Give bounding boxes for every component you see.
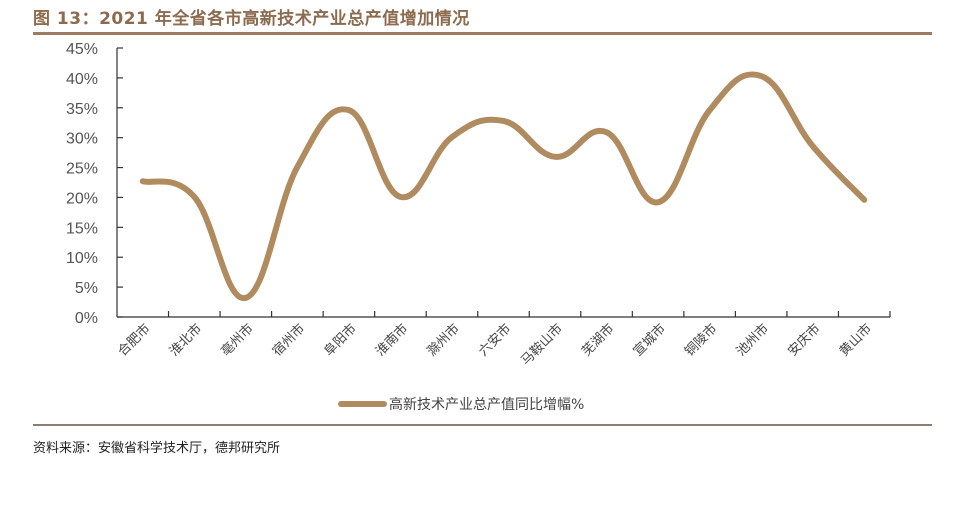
y-tick-label: 35% [66,101,98,118]
y-tick-label: 20% [66,190,98,207]
x-category-label: 阜阳市 [321,321,360,360]
legend: 高新技术产业总产值同比增幅% [338,396,584,413]
x-category-label: 宿州市 [269,321,308,360]
y-tick-label: 10% [66,250,98,267]
x-category-label: 池州市 [733,321,772,360]
y-tick-label: 45% [66,41,98,58]
x-category-label: 滁州市 [424,321,463,360]
y-tick-label: 40% [66,71,98,88]
x-category-label: 铜陵市 [682,321,721,360]
legend-label: 高新技术产业总产值同比增幅% [389,396,584,413]
title-divider [33,32,932,35]
x-category-label: 宣城市 [630,321,669,360]
x-category-label: 马鞍山市 [518,321,566,369]
y-tick-label: 5% [75,280,98,297]
x-category-label: 合肥市 [115,321,154,360]
x-category-label: 安庆市 [785,321,824,360]
x-category-label: 黄山市 [836,321,875,360]
line-chart: 0% 5% 10% 15% 20% 25% 30% 35% 40% 45% 合肥市 淮北市 亳州市 宿州… [66,41,891,413]
source-note: 资料来源：安徽省科学技术厅，德邦研究所 [33,441,281,456]
source-divider [33,424,932,426]
x-category-label: 六安市 [475,321,514,360]
y-tick-label: 30% [66,131,98,148]
x-category-label: 亳州市 [218,321,257,360]
x-category-label: 淮南市 [372,321,411,360]
x-category-label: 淮北市 [166,321,205,360]
y-axis: 0% 5% 10% 15% 20% 25% 30% 35% 40% 45% [66,41,123,327]
y-tick-label: 15% [66,220,98,237]
figure-title: 图 13：2021 年全省各市高新技术产业总产值增加情况 [33,9,470,29]
y-tick-label: 0% [75,310,98,327]
series-line [139,71,868,301]
x-axis: 合肥市 淮北市 亳州市 宿州市 阜阳市 淮南市 滁州市 六安市 马鞍山市 芜湖市 宣城市 铜陵市 池州市… [115,311,891,369]
x-category-label: 芜湖市 [578,321,617,360]
y-tick-label: 25% [66,161,98,178]
